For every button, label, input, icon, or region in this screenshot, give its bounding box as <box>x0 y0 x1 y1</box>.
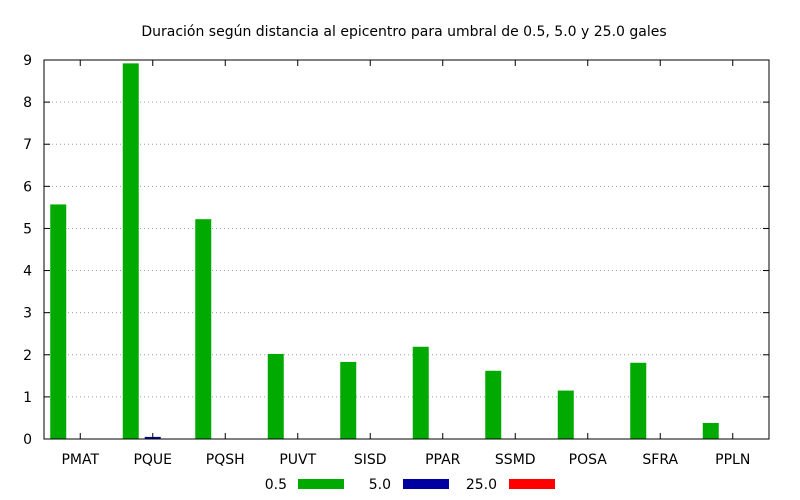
bar-sfra-series-0 <box>630 362 647 439</box>
y-tick-label: 4 <box>23 264 32 280</box>
y-tick-label: 3 <box>23 306 32 322</box>
chart-title: Duración según distancia al epicentro pa… <box>141 24 666 40</box>
grid-lines <box>44 101 769 398</box>
bar-pqsh-series-0 <box>195 219 212 439</box>
y-tick-label: 0 <box>23 432 32 448</box>
x-tick-label: PUVT <box>279 452 316 468</box>
legend-swatch <box>298 479 344 489</box>
legend-swatch <box>403 479 449 489</box>
x-tick-label: SISD <box>354 452 387 468</box>
y-tick-label: 7 <box>23 137 32 153</box>
bar-ssmd-series-0 <box>485 370 502 439</box>
y-tick-label: 8 <box>23 95 32 111</box>
legend-label: 25.0 <box>466 477 497 493</box>
x-tick-label: PPLN <box>715 452 750 468</box>
legend-label: 0.5 <box>265 477 287 493</box>
bar-ppln-series-0 <box>702 422 719 439</box>
bar-sisd-series-0 <box>340 361 357 439</box>
x-tick-label: SFRA <box>642 452 678 468</box>
legend-label: 5.0 <box>369 477 391 493</box>
bar-pque-series-0 <box>122 63 139 439</box>
x-tick-label: POSA <box>569 452 608 468</box>
x-tick-label: PPAR <box>425 452 461 468</box>
y-tick-label: 1 <box>23 390 32 406</box>
y-tick-label: 5 <box>23 221 32 237</box>
x-tick-labels: PMAT PQUE PQSH PUVT SISD PPAR SSMD POSA SFRA PPLN <box>61 452 750 468</box>
y-tick-label: 9 <box>23 53 32 69</box>
bars <box>50 63 719 439</box>
legend-swatch <box>509 479 555 489</box>
bar-puvt-series-0 <box>267 353 284 439</box>
plot-frame <box>43 59 770 440</box>
legend: 0.5 5.0 25.0 <box>265 477 555 493</box>
y-tick-label: 2 <box>23 348 32 364</box>
x-tick-label: PQUE <box>133 452 172 468</box>
bar-pmat-series-0 <box>50 204 67 439</box>
x-tick-label: PQSH <box>206 452 245 468</box>
axis-ticks <box>44 59 769 440</box>
y-tick-labels: 0 1 2 3 4 5 6 7 8 9 <box>23 53 32 448</box>
bar-ppar-series-0 <box>412 346 429 439</box>
bar-posa-series-0 <box>557 390 574 439</box>
x-tick-label: PMAT <box>61 452 99 468</box>
y-tick-label: 6 <box>23 179 32 195</box>
x-tick-label: SSMD <box>495 452 536 468</box>
